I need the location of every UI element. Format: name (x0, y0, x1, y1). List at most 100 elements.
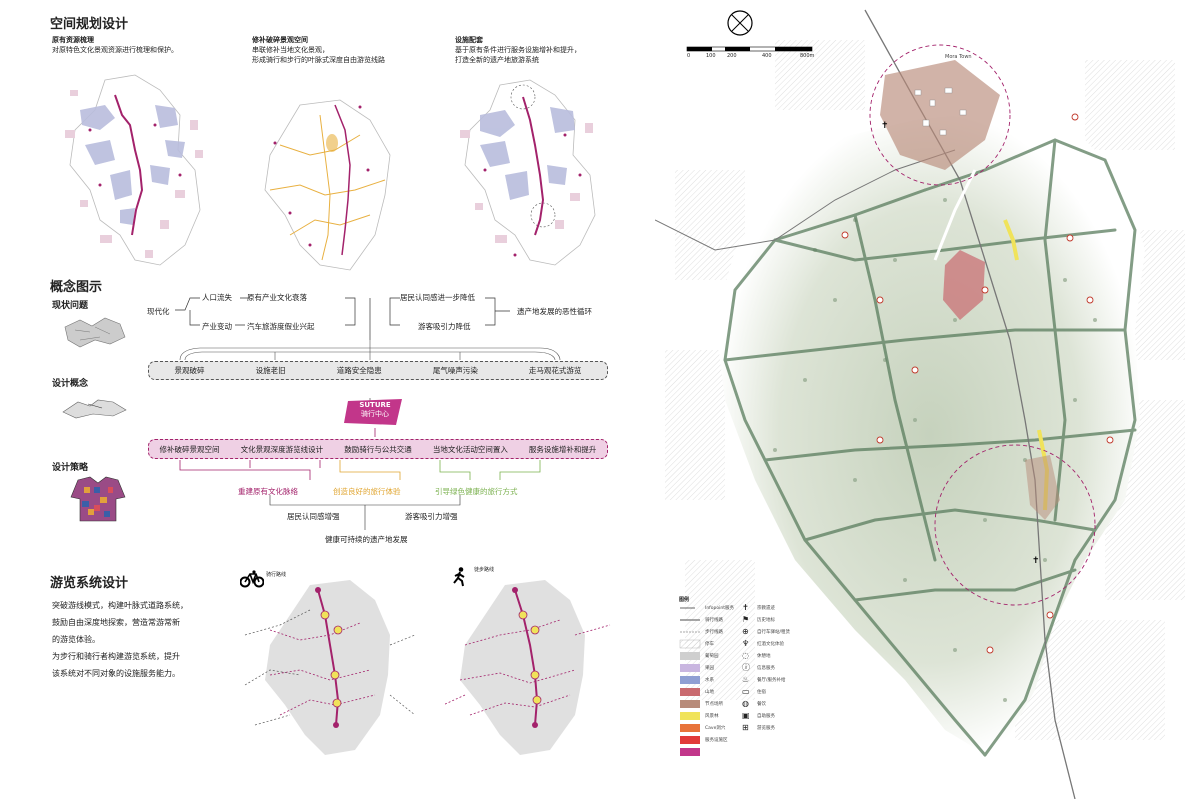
town-label: Mora Town (945, 54, 972, 60)
section-title-spatial: 空间规划设计 (50, 17, 129, 32)
outcome-residents: 居民认同感增强 (287, 512, 340, 521)
legend-item: 餐饮 (757, 702, 766, 707)
strategies-bar: 修补破碎景观空间 文化景观深度游览线设计 鼓励骑行与公共交通 当地文化活动空间置… (148, 439, 608, 459)
goal-green: 引导绿色健康的旅行方式 (435, 487, 518, 496)
scale-200: 200 (727, 53, 737, 59)
legend-item: 历史地标 (757, 618, 775, 623)
flag-icon: ⚑ (742, 615, 750, 624)
panel-resources: 原有资源梳理 对原特色文化景观资源进行梳理和保护。 (52, 35, 178, 55)
legend-item: 步行线路 (705, 630, 723, 635)
legend-item: 住宿 (757, 690, 766, 695)
cause-b: 原有产业文化衰落 (247, 293, 307, 302)
legend-item: 葡萄园 (705, 654, 719, 659)
self-service-icon: ▣ (742, 711, 750, 720)
legend-item: 游览服务 (757, 726, 775, 731)
problems-bar: 景观破碎 设施老旧 道路安全隐患 尾气噪声污染 走马观花式游览 (148, 361, 608, 380)
tour-desc-line: 该系统对不同对象的设施服务能力。 (52, 669, 180, 678)
cycling-map-label: 骑行路线 (266, 572, 287, 578)
row-label-strategy: 设计策略 (52, 463, 89, 473)
legend-item: 水系 (705, 678, 714, 683)
row-label-problems: 现状问题 (52, 301, 89, 311)
strategy-item: 当地文化活动空间置入 (432, 444, 508, 454)
scale-0: 0 (687, 53, 691, 59)
effect-b: 游客吸引力降低 (418, 322, 471, 331)
torn-fabric-illustration (64, 317, 126, 348)
legend-swatches (679, 607, 701, 756)
wine-icon: ♆ (742, 639, 750, 648)
info-icon: ⓘ (742, 663, 750, 672)
scale-400: 400 (762, 53, 772, 59)
panel-heading: 修补破碎景观空间 (252, 36, 308, 44)
panel-desc: 基于原有条件进行服务设施增补和提升， (455, 46, 581, 54)
problem-item: 走马观花式游览 (528, 366, 582, 375)
legend-item: 山地 (705, 690, 714, 695)
sewing-hands-illustration (62, 399, 127, 419)
restaurant-icon: ♨ (742, 675, 750, 684)
tour-desc-line: 鼓励自由深度地探索，营造常游常新 (52, 618, 180, 627)
legend-item: 信息服务 (757, 666, 775, 671)
legend-item: 休憩地 (757, 654, 771, 659)
bike-station-icon: ⊕ (742, 627, 749, 636)
cause-root: 现代化 (147, 307, 170, 316)
panel-heading: 原有资源梳理 (52, 36, 94, 44)
effect-result: 遗产地发展的恶性循环 (517, 307, 592, 316)
panel-desc: 串联修补当地文化景观， (252, 46, 329, 54)
legend-item: Cave洞穴 (705, 726, 726, 731)
food-icon: ◍ (742, 699, 749, 708)
resource-map (65, 74, 203, 266)
problem-item: 设施老旧 (255, 366, 286, 375)
core-en: SUTURE (359, 401, 391, 409)
strategy-item: 服务设施增补和提升 (528, 444, 597, 454)
repair-map (264, 99, 391, 271)
cause-a: 人口流失 (202, 293, 232, 302)
cause-c: 产业变动 (202, 322, 232, 331)
cross-icon: ✝ (742, 603, 749, 612)
legend-item: 服务设施区 (705, 738, 728, 743)
panel-desc: 形成骑行和步行的叶脉式深度自由游览线路 (252, 56, 385, 64)
bed-icon: ▭ (742, 687, 750, 696)
walking-map-label: 徒步路线 (474, 567, 495, 573)
walker-icon (453, 567, 465, 587)
tour-desc-line: 为步行和骑行者构建游览系统，提升 (52, 652, 180, 661)
panel-facilities: 设施配套 基于原有条件进行服务设施增补和提升， 打造全新的遗产地旅游系统 (455, 35, 581, 65)
problem-item: 尾气噪声污染 (432, 366, 478, 375)
panel-heading: 设施配套 (455, 36, 483, 44)
core-concept-shape (344, 399, 402, 425)
legend-item: 骑行线路 (705, 618, 723, 623)
legend-item: 宗教遗迹 (757, 606, 775, 611)
facilities-map (460, 79, 596, 266)
panel-desc: 对原特色文化景观资源进行梳理和保护。 (52, 46, 178, 54)
problem-item: 景观破碎 (174, 366, 205, 375)
strategy-item: 文化景观深度游览线设计 (240, 444, 324, 454)
svg-text:✝: ✝ (881, 121, 889, 131)
cycling-route-map (244, 580, 416, 755)
legend-item: 节点场所 (705, 702, 723, 707)
problem-item: 道路安全隐患 (336, 366, 382, 375)
section-title-concept: 概念图示 (50, 280, 103, 295)
scale-800: 800m (800, 53, 815, 59)
effect-a: 居民认同感进一步降低 (400, 293, 475, 302)
core-concept-badge: SUTURE 骑行中心 (340, 397, 410, 427)
legend-title: 图例 (679, 597, 690, 603)
legend-item: 餐厅/服务补给 (757, 678, 786, 683)
panel-repair: 修补破碎景观空间 串联修补当地文化景观， 形成骑行和步行的叶脉式深度自由游览线路 (252, 35, 385, 65)
concept-connector-lines (175, 297, 561, 530)
legend-item: 停车 (705, 642, 714, 647)
outcome-tourists: 游客吸引力增强 (405, 512, 458, 521)
legend-right-icons: ✝ ⚑ ⊕ ♆ ◌ ⓘ ♨ ▭ ◍ ▣ ⊞ (742, 602, 750, 734)
cause-d: 汽车旅游度假业兴起 (247, 322, 315, 331)
legend-item: Infopoint服务 (705, 606, 734, 611)
goal-experience: 创造良好的旅行体验 (333, 487, 401, 496)
legend-item: 自行车驿站/租赁 (757, 630, 791, 635)
svg-text:✝: ✝ (1032, 556, 1040, 566)
final-outcome: 健康可持续的遗产地发展 (325, 535, 408, 544)
tour-desc-line: 突破游线模式，构建叶脉式道路系统， (52, 601, 188, 610)
bicycle-icon (240, 570, 264, 588)
legend-item: 风景林 (705, 714, 719, 719)
rest-icon: ◌ (742, 651, 749, 660)
section-title-tour: 游览系统设计 (50, 576, 129, 591)
master-plan-map: Mora Town ✝ ✝ (655, 9, 1185, 799)
legend-item: 果园 (705, 666, 714, 671)
core-zh: 骑行中心 (361, 410, 389, 418)
scale-100: 100 (706, 53, 716, 59)
